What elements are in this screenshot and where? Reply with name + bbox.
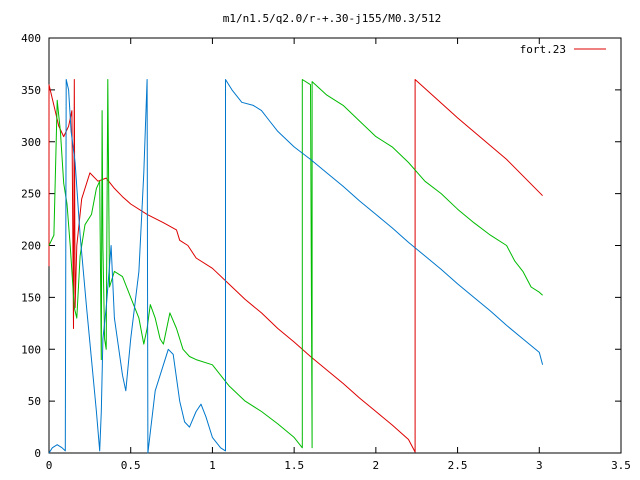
x-tick-label: 1: [209, 459, 216, 472]
x-tick-label: 2: [373, 459, 380, 472]
chart-title: m1/n1.5/q2.0/r-+.30-j155/M0.3/512: [223, 12, 442, 25]
x-tick-label: 3: [536, 459, 543, 472]
series-layer: [48, 79, 544, 454]
y-tick-label: 350: [21, 84, 41, 97]
y-tick-label: 300: [21, 136, 41, 149]
y-tick-label: 150: [21, 291, 41, 304]
x-tick-label: 0: [46, 459, 53, 472]
x-tick-label: 0.5: [121, 459, 141, 472]
x-tick-label: 2.5: [448, 459, 468, 472]
series-line-1: [48, 79, 543, 449]
y-tick-label: 400: [21, 32, 41, 45]
y-tick-label: 250: [21, 188, 41, 201]
plot-axes: 0 0.5 1 1.5 2 2.5 3 3.5 0 50 100 150 200 250 300 350 400: [21, 32, 631, 472]
y-tick-label: 200: [21, 240, 41, 253]
x-tick-label: 3.5: [611, 459, 631, 472]
x-tick-label: 1.5: [284, 459, 304, 472]
series-line-0: [48, 79, 543, 453]
legend: fort.23: [520, 43, 606, 56]
y-tick-label: 0: [34, 447, 41, 460]
y-tick-label: 100: [21, 343, 41, 356]
series-line-2: [48, 79, 544, 454]
legend-label: fort.23: [520, 43, 566, 56]
y-tick-label: 50: [28, 395, 41, 408]
